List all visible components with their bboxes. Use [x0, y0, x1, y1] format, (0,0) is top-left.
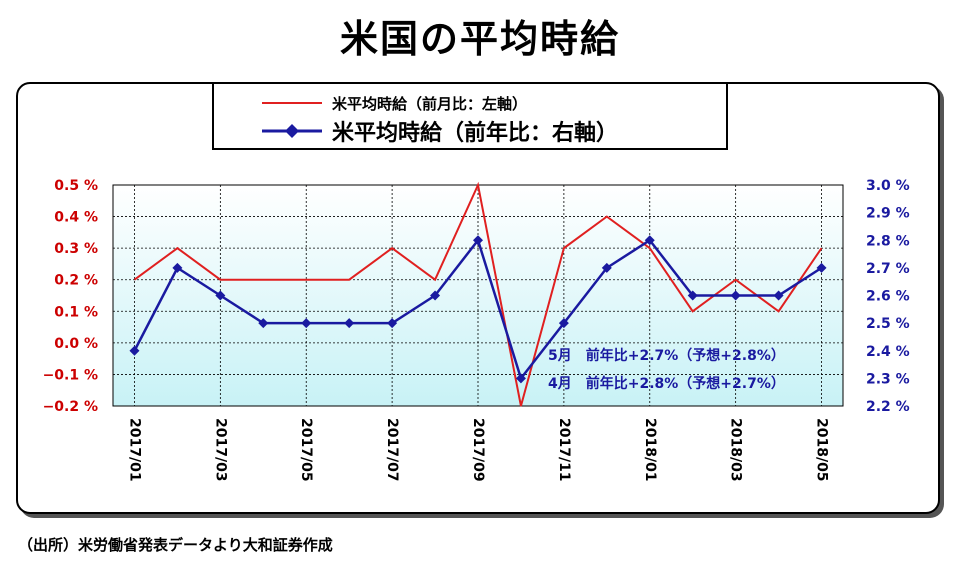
x-tick-label: 2017/03: [212, 418, 228, 482]
x-tick-label: 2017/09: [470, 418, 486, 482]
data-point-yoy: [344, 318, 355, 329]
source-note: （出所）米労働省発表データより大和証券作成: [18, 536, 333, 554]
annotation-2: 4月 前年比+2.8%（予想+2.7%）: [548, 375, 785, 392]
x-tick-label: 2017/05: [298, 418, 314, 482]
data-point-yoy: [129, 345, 140, 356]
data-point-yoy: [215, 290, 226, 301]
x-tick-label: 2017/01: [126, 418, 142, 482]
data-point-yoy: [515, 373, 526, 384]
y-right-tick-label: 2.3 %: [866, 371, 910, 387]
data-point-yoy: [558, 318, 569, 329]
legend-swatch-yoy: [262, 124, 322, 138]
x-tick-label: 2017/07: [384, 418, 400, 482]
data-point-yoy: [687, 290, 698, 301]
annotation-1: 5月 前年比+2.7%（予想+2.8%）: [548, 347, 785, 364]
y-left-tick-label: 0.4 %: [54, 210, 98, 226]
x-tick-label: 2018/01: [642, 418, 658, 482]
data-point-yoy: [387, 318, 398, 329]
data-point-yoy: [301, 318, 312, 329]
y-right-tick-label: 2.2 %: [866, 399, 910, 415]
legend-label-yoy: 米平均時給（前年比：右軸）: [332, 121, 619, 146]
y-left-tick-label: −0.1 %: [43, 367, 98, 383]
data-point-yoy: [430, 290, 441, 301]
y-right-tick-label: 2.6 %: [866, 289, 910, 305]
chart-title: 米国の平均時給: [339, 17, 620, 61]
x-tick-label: 2018/03: [728, 418, 744, 482]
y-right-tick-label: 2.4 %: [866, 344, 910, 360]
legend: 米平均時給（前月比：左軸） 米平均時給（前年比：右軸）: [212, 82, 728, 150]
data-point-yoy: [258, 318, 269, 329]
data-point-yoy: [730, 290, 741, 301]
y-left-tick-label: 0.5 %: [54, 178, 98, 194]
x-tick-label: 2017/11: [556, 418, 572, 482]
series-line-mom: [133, 181, 823, 407]
legend-label-mom: 米平均時給（前月比：左軸）: [332, 94, 528, 113]
data-point-yoy: [172, 262, 183, 273]
y-right-tick-label: 2.8 %: [866, 233, 910, 249]
data-point-yoy: [601, 262, 612, 273]
data-point-yoy: [816, 262, 827, 273]
y-left-tick-label: −0.2 %: [43, 399, 98, 415]
y-left-tick-label: 0.0 %: [54, 336, 98, 352]
x-tick-label: 2018/05: [814, 418, 830, 482]
y-left-tick-label: 0.3 %: [54, 241, 98, 257]
y-right-tick-label: 2.7 %: [866, 261, 910, 277]
y-left-tick-label: 0.2 %: [54, 273, 98, 289]
y-right-tick-label: 3.0 %: [866, 178, 910, 194]
y-left-tick-label: 0.1 %: [54, 304, 98, 320]
data-point-yoy: [644, 235, 655, 246]
data-point-yoy: [473, 235, 483, 246]
data-point-yoy: [773, 290, 784, 301]
legend-swatch-mom: [262, 102, 322, 104]
y-right-tick-label: 2.9 %: [866, 206, 910, 222]
y-right-tick-label: 2.5 %: [866, 316, 910, 332]
